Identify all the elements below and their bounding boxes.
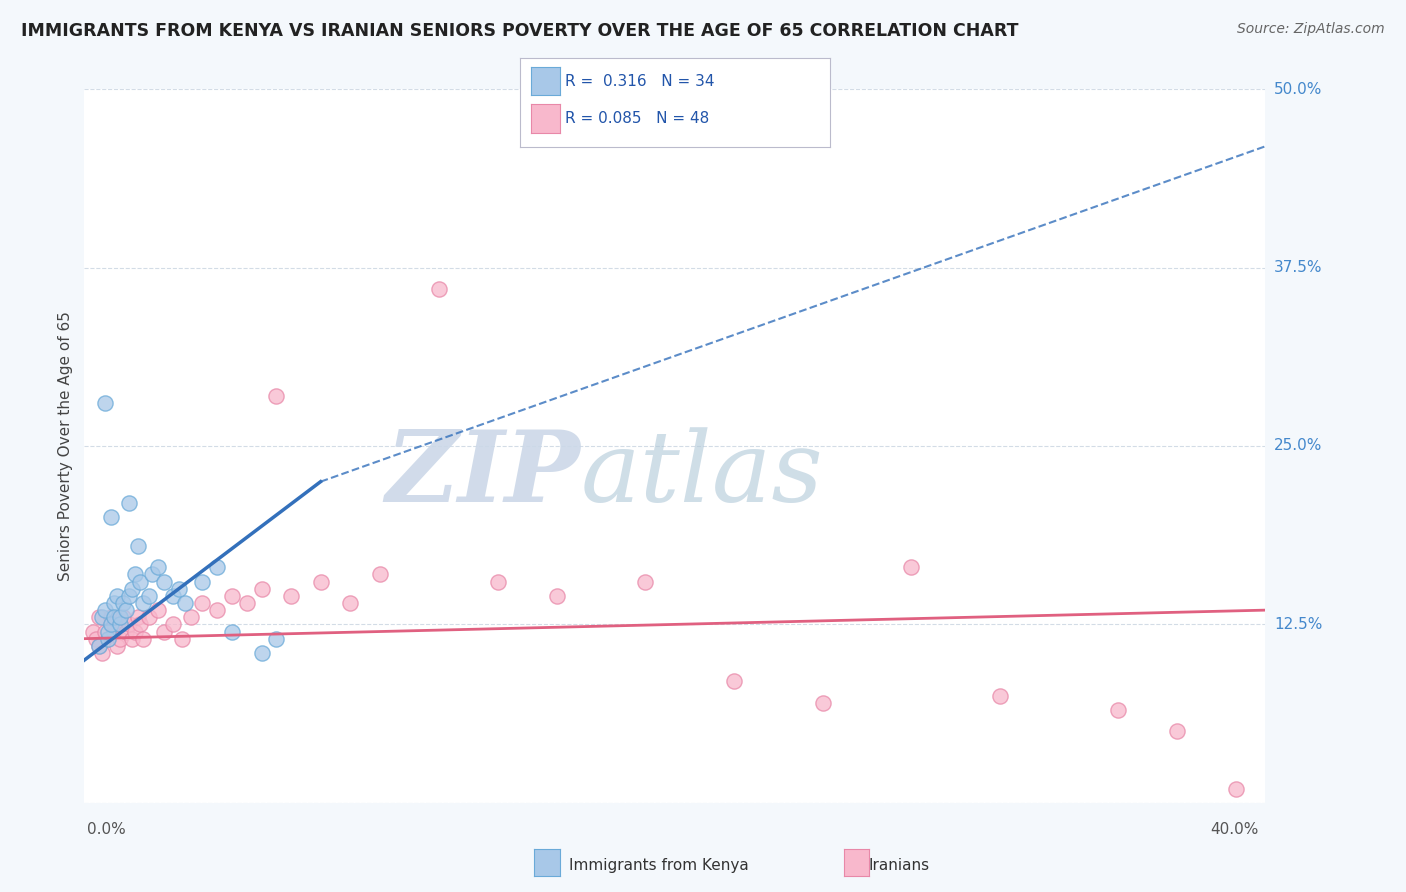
Point [100,617,122,632]
Point [114,624,136,639]
Point [250,646,273,660]
Point [170,632,193,646]
Point [103,624,125,639]
Text: 37.5%: 37.5% [1274,260,1322,275]
Point [105,639,128,653]
Point [87,639,111,653]
Point [129,574,152,589]
Text: 0.0%: 0.0% [87,822,127,837]
Point [138,610,160,624]
Point [1107,703,1129,717]
Point [221,589,243,603]
Point [153,574,176,589]
Text: Source: ZipAtlas.com: Source: ZipAtlas.com [1237,22,1385,37]
Point [97,624,120,639]
Point [91,646,114,660]
Point [221,624,243,639]
Point [94,603,117,617]
Point [118,589,141,603]
Point [121,632,143,646]
Point [723,674,745,689]
Point [132,596,155,610]
Text: ZIP: ZIP [385,426,581,523]
Point [148,603,170,617]
Point [87,610,111,624]
Point [486,574,509,589]
Point [111,596,134,610]
Point [97,632,120,646]
Point [118,617,141,632]
Point [129,617,152,632]
Point [180,610,202,624]
Point [97,632,120,646]
Point [235,596,259,610]
Point [111,610,134,624]
Point [103,617,125,632]
Point [191,596,214,610]
Point [118,496,141,510]
Point [162,589,184,603]
Point [94,396,117,410]
Point [127,610,149,624]
Point [100,510,122,524]
Point [148,560,170,574]
Point [100,617,122,632]
Point [250,582,273,596]
Point [84,632,107,646]
Y-axis label: Seniors Poverty Over the Age of 65: Seniors Poverty Over the Age of 65 [58,311,73,581]
Point [82,624,104,639]
Point [205,603,228,617]
Text: R =  0.316   N = 34: R = 0.316 N = 34 [565,74,714,88]
Point [264,632,288,646]
Point [264,389,288,403]
Point [121,582,143,596]
Point [124,624,146,639]
Point [1166,724,1188,739]
Text: atlas: atlas [581,427,823,522]
Point [108,617,131,632]
Text: R = 0.085   N = 48: R = 0.085 N = 48 [565,112,710,126]
Point [127,539,149,553]
Text: Immigrants from Kenya: Immigrants from Kenya [569,858,749,872]
Point [368,567,391,582]
Point [309,574,332,589]
Point [87,639,111,653]
Text: 12.5%: 12.5% [1274,617,1322,632]
Point [141,567,163,582]
Text: 25.0%: 25.0% [1274,439,1322,453]
Point [162,617,184,632]
Point [167,582,190,596]
Point [138,589,160,603]
Point [108,632,131,646]
Point [132,632,155,646]
Point [108,610,131,624]
Point [546,589,568,603]
Point [100,610,122,624]
Point [988,689,1011,703]
Text: Iranians: Iranians [869,858,929,872]
Text: 40.0%: 40.0% [1211,822,1258,837]
Text: IMMIGRANTS FROM KENYA VS IRANIAN SENIORS POVERTY OVER THE AGE OF 65 CORRELATION : IMMIGRANTS FROM KENYA VS IRANIAN SENIORS… [21,22,1018,40]
Point [103,596,125,610]
Text: 50.0%: 50.0% [1274,82,1322,96]
Point [427,282,450,296]
Point [191,574,214,589]
Point [94,624,117,639]
Point [173,596,195,610]
Point [205,560,228,574]
Point [105,589,128,603]
Point [900,560,922,574]
Point [1225,781,1247,796]
Point [124,567,146,582]
Point [114,603,136,617]
Point [634,574,657,589]
Point [811,696,834,710]
Point [280,589,302,603]
Point [91,610,114,624]
Point [153,624,176,639]
Point [103,610,125,624]
Point [339,596,361,610]
